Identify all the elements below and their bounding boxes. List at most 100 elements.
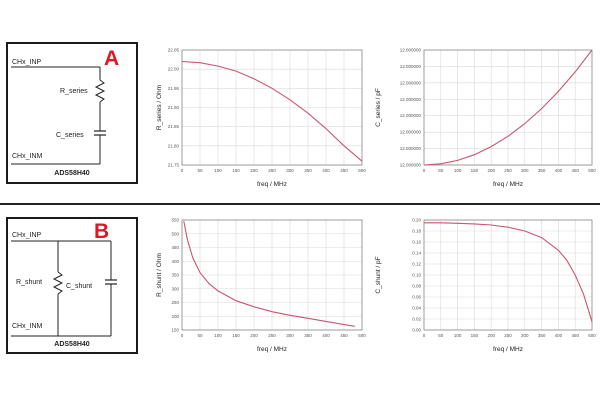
x-tick-label: 0 xyxy=(423,168,426,173)
x-tick-label: 500 xyxy=(358,333,366,338)
x-tick-label: 50 xyxy=(438,333,444,338)
y-tick-label: 350 xyxy=(171,273,179,278)
x-tick-label: 100 xyxy=(214,168,222,173)
y-tick-label: 12.000000 xyxy=(400,130,422,135)
x-tick-label: 200 xyxy=(487,333,495,338)
x-tick-label: 300 xyxy=(521,168,529,173)
section-divider xyxy=(0,203,600,205)
net-label-inp: CHx_INP xyxy=(12,232,42,239)
y-tick-label: 450 xyxy=(171,245,179,250)
y-tick-label: 550 xyxy=(171,218,179,223)
series-line xyxy=(183,221,355,327)
capacitor-label: C_shunt xyxy=(66,283,93,290)
x-axis-label: freq / MHz xyxy=(493,181,523,188)
x-tick-label: 400 xyxy=(555,168,563,173)
x-tick-label: 150 xyxy=(232,333,240,338)
x-tick-label: 0 xyxy=(423,333,426,338)
series-line xyxy=(423,49,593,166)
y-tick-label: 21.95 xyxy=(168,86,180,91)
x-tick-label: 450 xyxy=(571,168,579,173)
y-tick-label: 400 xyxy=(171,259,179,264)
y-tick-label: 22.00 xyxy=(168,67,180,72)
y-tick-label: 12.000000 xyxy=(400,80,422,85)
y-tick-label: 0.08 xyxy=(412,284,421,289)
x-tick-label: 150 xyxy=(232,168,240,173)
resistor-label: R_shunt xyxy=(16,279,43,286)
x-tick-label: 250 xyxy=(268,168,276,173)
x-tick-label: 400 xyxy=(555,333,563,338)
y-axis-label: R_series / Ohm xyxy=(156,85,163,130)
circuit-panel-b: CHx_INP CHx_INM R_shunt C_shunt ADS58H40… xyxy=(6,217,138,354)
y-tick-label: 0.00 xyxy=(412,328,421,333)
y-axis-label: C_shunt / pF xyxy=(375,256,382,293)
x-tick-label: 0 xyxy=(181,168,184,173)
y-tick-label: 0.12 xyxy=(412,262,421,267)
x-tick-label: 400 xyxy=(322,168,330,173)
x-tick-label: 500 xyxy=(588,333,596,338)
x-axis-label: freq / MHz xyxy=(257,346,287,353)
y-tick-label: 0.18 xyxy=(412,229,421,234)
net-label-inm: CHx_INM xyxy=(12,323,43,330)
part-number: ADS58H40 xyxy=(54,341,90,348)
y-tick-label: 0.20 xyxy=(412,218,421,223)
plot-frame xyxy=(181,49,363,166)
plot-frame xyxy=(181,219,363,331)
x-tick-label: 300 xyxy=(286,333,294,338)
x-tick-label: 150 xyxy=(471,333,479,338)
shunt-rc-schematic xyxy=(11,240,117,337)
resistor-label: R_series xyxy=(60,88,88,95)
circuit-panel-a: CHx_INP CHx_INM R_series C_series ADS58H… xyxy=(6,42,138,184)
y-tick-label: 21.75 xyxy=(168,163,180,168)
y-tick-label: 200 xyxy=(171,314,179,319)
x-tick-label: 500 xyxy=(588,168,596,173)
x-tick-label: 250 xyxy=(268,333,276,338)
x-tick-label: 350 xyxy=(538,168,546,173)
chart-c-shunt: 0 50 100 150 200 250 300 350 400 450 500 0.00 0.02 0.… xyxy=(372,214,597,369)
series-line xyxy=(424,222,593,322)
y-tick-label: 250 xyxy=(171,300,179,305)
resistor-symbol xyxy=(94,79,106,103)
y-tick-label: 21.90 xyxy=(168,105,180,110)
x-tick-label: 350 xyxy=(538,333,546,338)
resistor-symbol xyxy=(52,271,64,295)
x-axis-label: freq / MHz xyxy=(493,346,523,353)
plot-frame xyxy=(423,49,593,166)
y-tick-label: 22.05 xyxy=(168,48,180,53)
x-tick-label: 300 xyxy=(521,333,529,338)
x-tick-label: 450 xyxy=(340,168,348,173)
x-tick-label: 400 xyxy=(322,333,330,338)
plot-frame xyxy=(423,219,593,331)
x-tick-label: 350 xyxy=(304,168,312,173)
x-axis-label: freq / MHz xyxy=(257,181,287,188)
y-tick-label: 0.14 xyxy=(412,251,421,256)
y-tick-label: 0.16 xyxy=(412,240,421,245)
x-tick-label: 200 xyxy=(250,333,258,338)
chart-r-shunt: 0 50 100 150 200 250 300 350 400 450 500 150 200 250 3… xyxy=(152,214,367,369)
x-tick-label: 50 xyxy=(438,168,444,173)
net-label-inm: CHx_INM xyxy=(12,153,43,160)
y-tick-label: 12.000000 xyxy=(400,113,422,118)
y-tick-label: 300 xyxy=(171,286,179,291)
x-tick-label: 200 xyxy=(487,168,495,173)
x-tick-label: 0 xyxy=(181,333,184,338)
y-tick-label: 12.000000 xyxy=(400,97,422,102)
capacitor-label: C_series xyxy=(56,132,84,139)
y-tick-label: 0.02 xyxy=(412,317,421,322)
series-line xyxy=(181,60,363,162)
x-tick-label: 450 xyxy=(340,333,348,338)
section-letter-a: A xyxy=(104,47,120,70)
y-tick-label: 150 xyxy=(171,328,179,333)
x-tick-label: 200 xyxy=(250,168,258,173)
y-axis-label: R_shunt / Ohm xyxy=(156,253,163,297)
x-tick-label: 350 xyxy=(304,333,312,338)
x-tick-label: 150 xyxy=(471,168,479,173)
x-tick-label: 250 xyxy=(504,333,512,338)
x-tick-label: 250 xyxy=(504,168,512,173)
x-tick-label: 300 xyxy=(286,168,294,173)
x-tick-label: 500 xyxy=(358,168,366,173)
y-tick-label: 0.06 xyxy=(412,295,421,300)
x-tick-label: 100 xyxy=(454,168,462,173)
y-tick-label: 500 xyxy=(171,231,179,236)
y-tick-label: 12.000000 xyxy=(400,48,422,53)
x-tick-label: 100 xyxy=(214,333,222,338)
